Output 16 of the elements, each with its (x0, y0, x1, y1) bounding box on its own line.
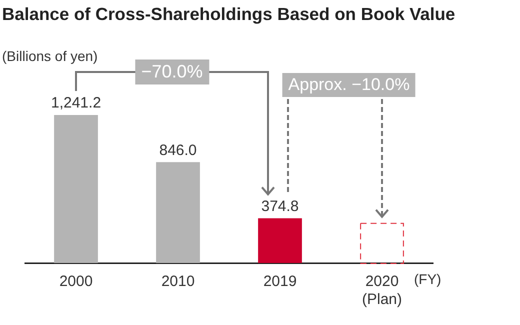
bar (258, 218, 302, 263)
data-label: 1,241.2 (50, 94, 102, 112)
x-tick-label: 2020 (Plan) (362, 273, 402, 308)
x-axis-title: (FY) (414, 271, 442, 287)
bar (54, 115, 98, 263)
data-label: 374.8 (261, 198, 299, 215)
y-axis-title: (Billions of yen) (2, 48, 98, 64)
bar (156, 162, 200, 263)
bar (360, 222, 404, 264)
data-label: 846.0 (159, 142, 197, 159)
x-tick-label: 2019 (263, 273, 297, 290)
text: −70.0% (135, 60, 209, 84)
text: Approx. −10.0% (282, 73, 416, 97)
x-tick-label: 2010 (161, 273, 195, 290)
chart-title: Balance of Cross-Shareholdings Based on Book Value (2, 4, 456, 25)
x-tick-label: 2000 (59, 273, 93, 290)
